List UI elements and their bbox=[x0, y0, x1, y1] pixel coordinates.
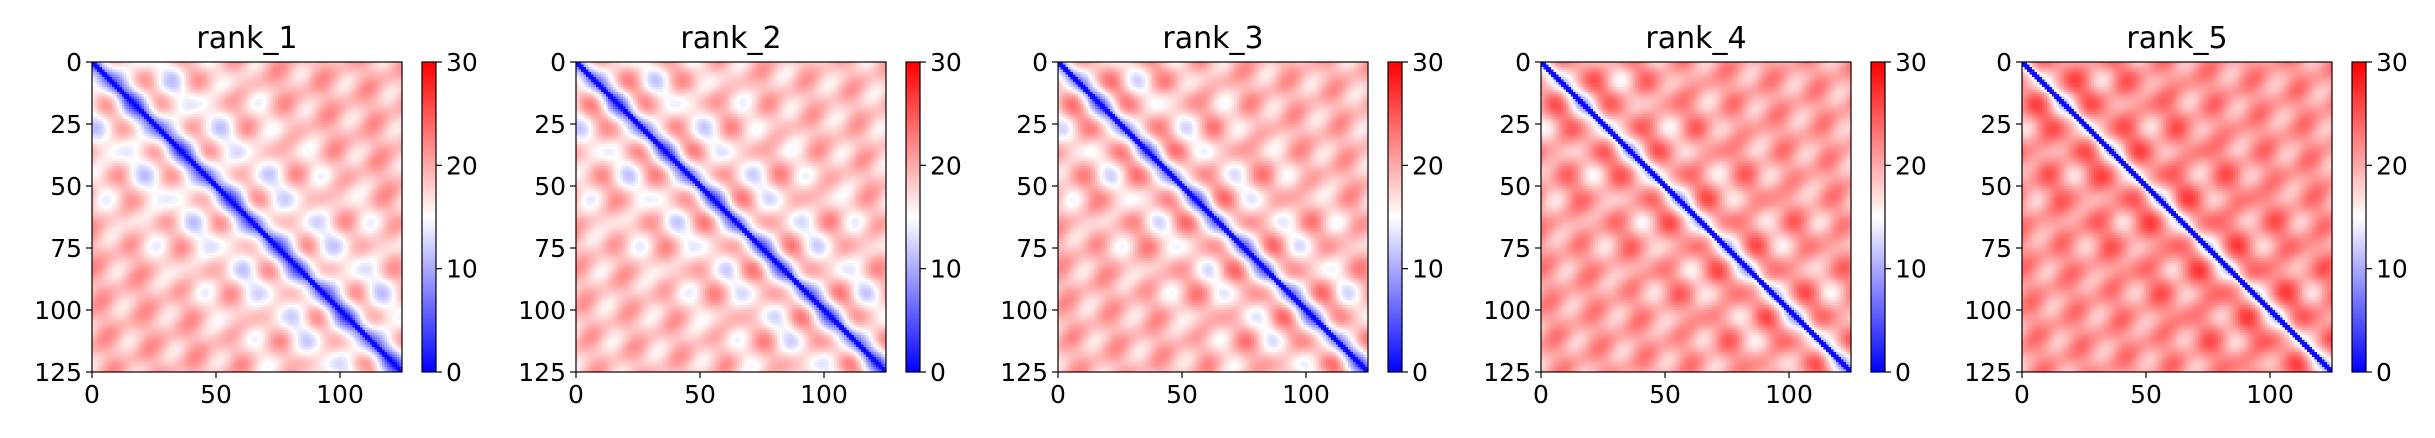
colorbar-tick-label: 30 bbox=[446, 48, 478, 77]
colorbar-tick-label: 10 bbox=[1412, 255, 1444, 284]
y-tick-label: 50 bbox=[1016, 172, 1048, 201]
x-tick-label: 0 bbox=[568, 380, 584, 409]
colorbar-frame bbox=[1870, 61, 1886, 373]
colorbar bbox=[1871, 62, 1885, 372]
colorbar bbox=[422, 62, 436, 372]
x-tick-label: 0 bbox=[1533, 380, 1549, 409]
heatmap-frame bbox=[91, 61, 403, 373]
heatmap bbox=[1058, 62, 1368, 372]
y-tick-label: 50 bbox=[1980, 172, 2012, 201]
colorbar-tick-label: 20 bbox=[446, 151, 478, 180]
x-tick-label: 100 bbox=[1765, 380, 1813, 409]
x-tick-label: 0 bbox=[2014, 380, 2030, 409]
x-tick-label: 100 bbox=[2246, 380, 2294, 409]
colorbar-frame bbox=[1387, 61, 1403, 373]
y-tick-label: 100 bbox=[1483, 296, 1531, 325]
colorbar-tick-label: 20 bbox=[930, 151, 962, 180]
x-tick-label: 0 bbox=[84, 380, 100, 409]
colorbar-tick-label: 30 bbox=[930, 48, 962, 77]
x-tick-label: 50 bbox=[684, 380, 716, 409]
y-tick-label: 0 bbox=[66, 48, 82, 77]
y-tick-label: 75 bbox=[50, 234, 82, 263]
y-tick-label: 125 bbox=[518, 358, 566, 387]
colorbar-tick-label: 0 bbox=[1412, 358, 1428, 387]
x-tick-label: 50 bbox=[200, 380, 232, 409]
colorbar-tick-label: 0 bbox=[930, 358, 946, 387]
y-tick-label: 50 bbox=[50, 172, 82, 201]
heatmap bbox=[1541, 62, 1851, 372]
colorbar-frame bbox=[2351, 61, 2367, 373]
y-tick-label: 50 bbox=[534, 172, 566, 201]
heatmap-frame bbox=[1057, 61, 1369, 373]
colorbar-tick-label: 20 bbox=[2376, 151, 2408, 180]
y-tick-label: 25 bbox=[1980, 110, 2012, 139]
x-tick-label: 50 bbox=[1649, 380, 1681, 409]
heatmap-frame bbox=[1540, 61, 1852, 373]
heatmap-frame bbox=[575, 61, 887, 373]
colorbar-tick-label: 30 bbox=[2376, 48, 2408, 77]
colorbar-tick-label: 0 bbox=[2376, 358, 2392, 387]
y-tick-label: 50 bbox=[1499, 172, 1531, 201]
y-tick-label: 0 bbox=[1032, 48, 1048, 77]
x-tick-label: 50 bbox=[1166, 380, 1198, 409]
y-tick-label: 100 bbox=[1000, 296, 1048, 325]
colorbar-tick-label: 0 bbox=[1895, 358, 1911, 387]
x-tick-label: 100 bbox=[800, 380, 848, 409]
y-tick-label: 0 bbox=[1996, 48, 2012, 77]
panel-title: rank_4 bbox=[1645, 21, 1746, 56]
y-tick-label: 0 bbox=[1515, 48, 1531, 77]
y-tick-label: 100 bbox=[1964, 296, 2012, 325]
y-tick-label: 25 bbox=[1016, 110, 1048, 139]
colorbar-tick-label: 30 bbox=[1412, 48, 1444, 77]
panel-title: rank_5 bbox=[2126, 21, 2227, 56]
heatmap bbox=[576, 62, 886, 372]
colorbar-tick-label: 20 bbox=[1412, 151, 1444, 180]
y-tick-label: 25 bbox=[1499, 110, 1531, 139]
colorbar-frame bbox=[905, 61, 921, 373]
colorbar bbox=[1388, 62, 1402, 372]
y-tick-label: 75 bbox=[1499, 234, 1531, 263]
y-tick-label: 0 bbox=[550, 48, 566, 77]
x-tick-label: 100 bbox=[1282, 380, 1330, 409]
y-tick-label: 100 bbox=[34, 296, 82, 325]
colorbar-frame bbox=[421, 61, 437, 373]
colorbar-tick-label: 10 bbox=[1895, 255, 1927, 284]
x-tick-label: 50 bbox=[2130, 380, 2162, 409]
panel-title: rank_1 bbox=[196, 21, 297, 56]
colorbar-tick-label: 0 bbox=[446, 358, 462, 387]
y-tick-label: 25 bbox=[534, 110, 566, 139]
y-tick-label: 75 bbox=[1016, 234, 1048, 263]
y-tick-label: 75 bbox=[1980, 234, 2012, 263]
colorbar bbox=[906, 62, 920, 372]
panel-title: rank_2 bbox=[680, 21, 781, 56]
colorbar-tick-label: 20 bbox=[1895, 151, 1927, 180]
y-tick-label: 125 bbox=[1964, 358, 2012, 387]
y-tick-label: 125 bbox=[1000, 358, 1048, 387]
y-tick-label: 25 bbox=[50, 110, 82, 139]
colorbar-tick-label: 10 bbox=[446, 255, 478, 284]
x-tick-label: 0 bbox=[1050, 380, 1066, 409]
heatmap bbox=[2022, 62, 2332, 372]
y-tick-label: 125 bbox=[1483, 358, 1531, 387]
heatmap-frame bbox=[2021, 61, 2333, 373]
y-tick-label: 125 bbox=[34, 358, 82, 387]
x-tick-label: 100 bbox=[316, 380, 364, 409]
colorbar-tick-label: 10 bbox=[2376, 255, 2408, 284]
colorbar-tick-label: 10 bbox=[930, 255, 962, 284]
heatmap bbox=[92, 62, 402, 372]
y-tick-label: 100 bbox=[518, 296, 566, 325]
colorbar-tick-label: 30 bbox=[1895, 48, 1927, 77]
panel-title: rank_3 bbox=[1162, 21, 1263, 56]
colorbar bbox=[2352, 62, 2366, 372]
y-tick-label: 75 bbox=[534, 234, 566, 263]
